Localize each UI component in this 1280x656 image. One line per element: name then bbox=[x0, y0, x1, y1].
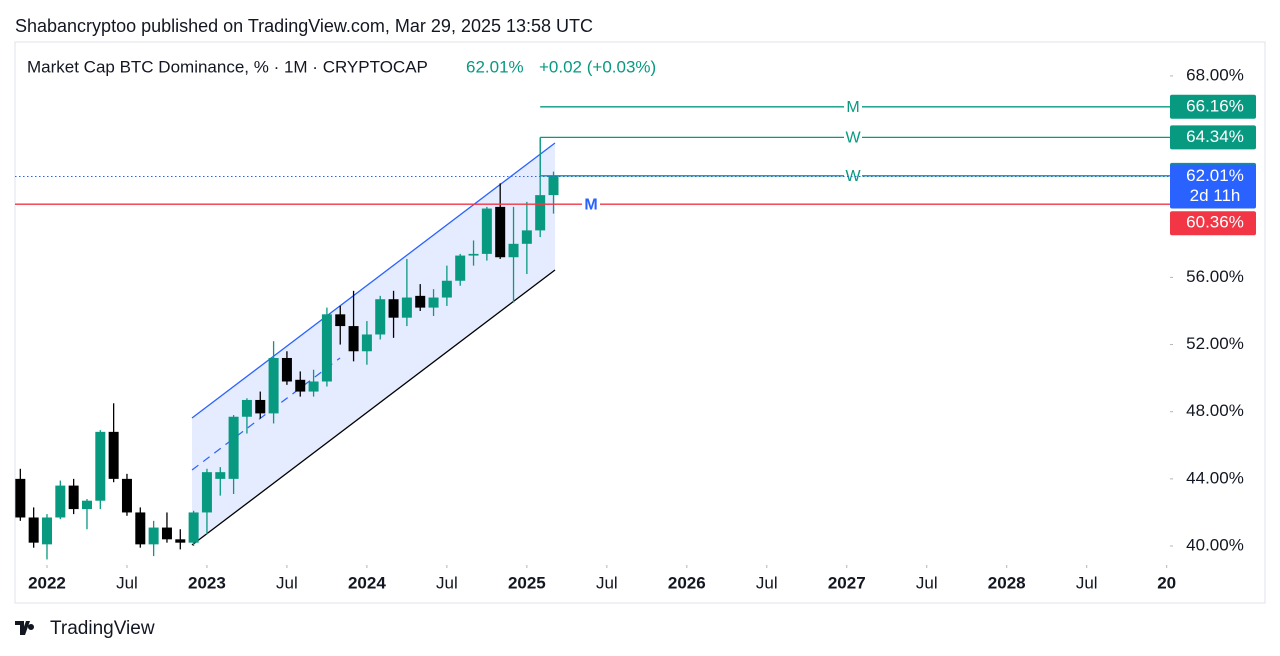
x-tick-label: 2023 bbox=[188, 573, 226, 592]
level-tag: W bbox=[845, 168, 861, 185]
candle-body bbox=[308, 381, 319, 392]
x-tick-label: 2026 bbox=[668, 573, 706, 592]
candle-body bbox=[81, 500, 92, 510]
x-tick-label: 2022 bbox=[28, 573, 66, 592]
candle-body bbox=[361, 334, 372, 352]
candle-body bbox=[415, 295, 426, 308]
candle-body bbox=[521, 230, 532, 244]
candle-body bbox=[68, 485, 79, 510]
y-tick-label: 40.00% bbox=[1186, 536, 1244, 555]
last-price-label: 62.01% bbox=[1186, 166, 1244, 185]
x-tick-label: 2024 bbox=[348, 573, 386, 592]
level-price: 66.16% bbox=[1186, 96, 1244, 115]
x-tick-label: 2025 bbox=[508, 573, 546, 592]
candle-body bbox=[41, 517, 52, 545]
candle-body bbox=[388, 299, 399, 318]
x-tick-label: Jul bbox=[1076, 573, 1098, 592]
candle-body bbox=[335, 314, 346, 327]
header-change: +0.02 (+0.03%) bbox=[539, 57, 656, 76]
candle-body bbox=[535, 195, 546, 231]
candle-body bbox=[455, 255, 466, 281]
candle-body bbox=[321, 314, 332, 382]
x-tick-label: 2028 bbox=[988, 573, 1026, 592]
level-tag-bg bbox=[844, 166, 862, 185]
y-tick-label: 52.00% bbox=[1186, 334, 1244, 353]
channel-mid bbox=[191, 357, 341, 471]
candle-body bbox=[228, 416, 239, 479]
candle-body bbox=[481, 208, 492, 254]
channel-fill bbox=[192, 143, 555, 545]
x-tick-label: Jul bbox=[596, 573, 618, 592]
candle-body bbox=[348, 326, 359, 352]
candle-body bbox=[121, 478, 132, 513]
level-price-box bbox=[1170, 125, 1256, 150]
candle-body bbox=[108, 431, 119, 479]
candle-body bbox=[548, 176, 559, 196]
candle-body bbox=[161, 527, 172, 540]
x-tick-label: Jul bbox=[436, 573, 458, 592]
candle-body bbox=[15, 478, 26, 518]
candle-body bbox=[468, 253, 479, 256]
frame bbox=[14, 41, 1266, 604]
x-tick-label: Jul bbox=[916, 573, 938, 592]
published: Shabancryptoo published on TradingView.c… bbox=[15, 16, 593, 36]
candle-body bbox=[55, 485, 66, 518]
symbol: Market Cap BTC Dominance, % · 1M · CRYPT… bbox=[27, 57, 428, 76]
candle-body bbox=[215, 472, 226, 479]
candle-body bbox=[428, 297, 439, 308]
candle-body bbox=[175, 539, 186, 543]
level-tag-bg bbox=[844, 97, 862, 116]
y-tick-label: 68.00% bbox=[1186, 65, 1244, 84]
level-price: 60.36% bbox=[1186, 213, 1244, 232]
level-tag: M bbox=[584, 196, 597, 213]
x-tick-label: 2027 bbox=[828, 573, 866, 592]
candle-body bbox=[95, 431, 106, 501]
y-tick-label: 56.00% bbox=[1186, 267, 1244, 286]
candle-body bbox=[241, 399, 252, 417]
y-tick-label: 44.00% bbox=[1186, 468, 1244, 487]
candle-body bbox=[268, 357, 279, 414]
candle-body bbox=[255, 399, 266, 414]
candle-body bbox=[401, 297, 412, 318]
candle-body bbox=[148, 527, 159, 545]
candle-body bbox=[135, 512, 146, 545]
candle-body bbox=[375, 299, 386, 335]
candle-body bbox=[508, 243, 519, 258]
brand: TradingView bbox=[50, 618, 155, 639]
candle-body bbox=[495, 206, 506, 258]
level-price-box bbox=[1170, 211, 1256, 236]
x-tick-label: Jul bbox=[276, 573, 298, 592]
header-price: 62.01% bbox=[466, 57, 524, 76]
channel-upper bbox=[191, 142, 556, 419]
x-tick-label: 20 bbox=[1157, 573, 1176, 592]
level-tag: W bbox=[845, 130, 861, 147]
level-tag-bg bbox=[844, 128, 862, 147]
candle-body bbox=[295, 379, 306, 392]
level-tag: M bbox=[846, 99, 859, 116]
candle-body bbox=[441, 280, 452, 298]
level-price-box bbox=[1170, 94, 1256, 119]
last-price-box bbox=[1170, 164, 1256, 209]
logo bbox=[15, 621, 35, 635]
candle-body bbox=[201, 472, 212, 513]
level-price: 64.34% bbox=[1186, 127, 1244, 146]
channel-lower bbox=[191, 269, 556, 546]
x-tick-label: Jul bbox=[756, 573, 778, 592]
countdown: 2d 11h bbox=[1190, 186, 1241, 205]
level-tag-bg bbox=[582, 195, 600, 214]
y-tick-label: 48.00% bbox=[1186, 401, 1244, 420]
candle-body bbox=[281, 357, 292, 382]
x-tick-label: Jul bbox=[116, 573, 138, 592]
candle-body bbox=[28, 517, 39, 543]
candle-body bbox=[188, 512, 199, 543]
